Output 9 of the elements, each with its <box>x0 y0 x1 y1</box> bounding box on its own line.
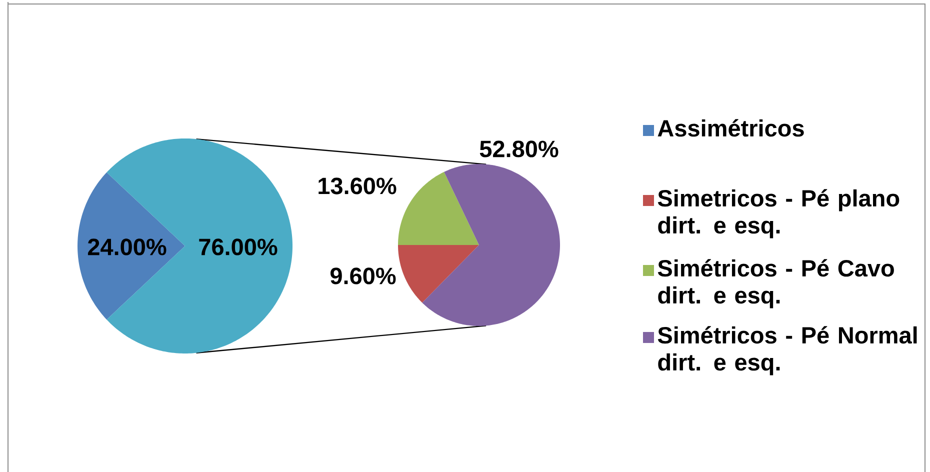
data-label: 52.80% <box>480 140 558 158</box>
data-label: 9.60% <box>330 268 396 284</box>
legend-label: Assimétricos <box>658 119 804 137</box>
legend-label: Simétricos - Pé Normal dirt. e esq. <box>658 326 917 376</box>
data-label: 24.00% <box>88 238 166 256</box>
legend-label: Simetricos - Pé plano dirt. e esq. <box>658 189 900 238</box>
data-label: 13.60% <box>318 178 396 194</box>
legend-label: Simétricos - Pé Cavo dirt. e esq. <box>658 259 894 308</box>
data-label: 76.00% <box>199 238 278 256</box>
